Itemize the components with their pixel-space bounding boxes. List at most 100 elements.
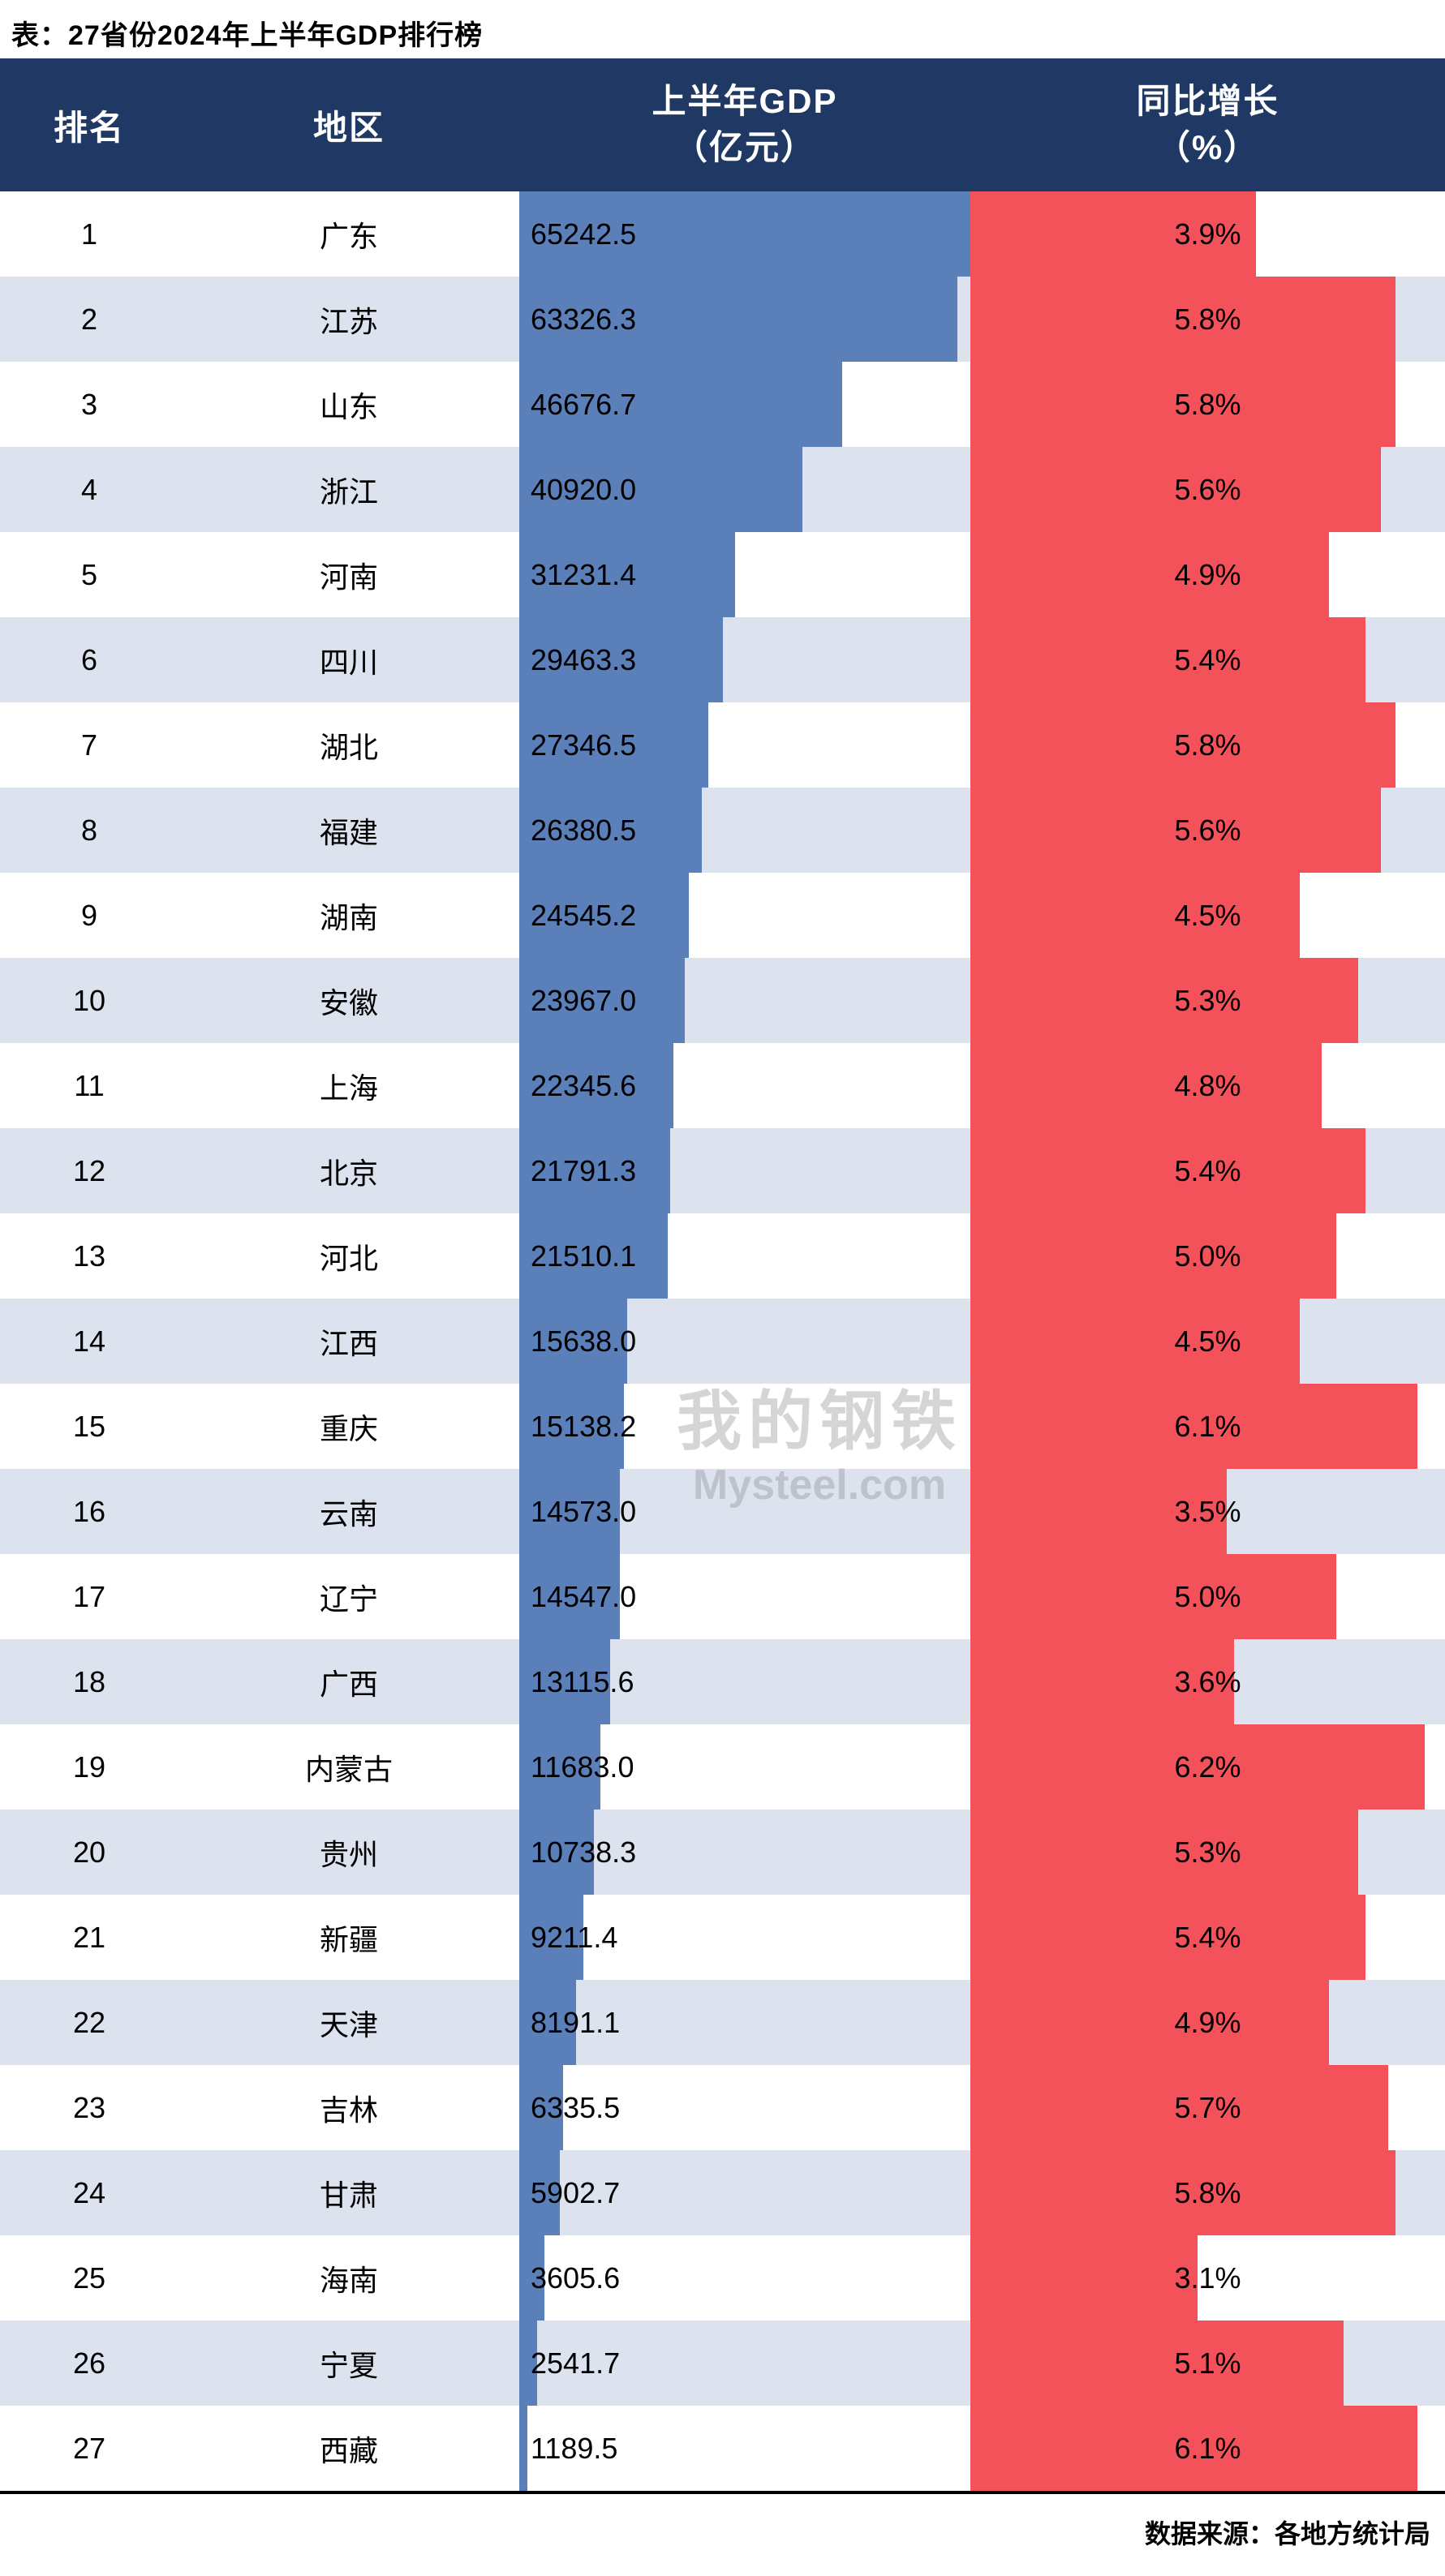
growth-value: 5.4% bbox=[1174, 642, 1241, 676]
rank-cell: 23 bbox=[72, 2090, 106, 2124]
table-row: 12 北京 21791.3 5.4% bbox=[0, 1128, 1445, 1213]
gdp-cell: 46676.7 bbox=[519, 362, 970, 447]
table-row: 17 辽宁 14547.0 5.0% bbox=[0, 1554, 1445, 1639]
growth-bar bbox=[970, 2406, 1417, 2491]
growth-cell: 4.9% bbox=[970, 532, 1445, 617]
gdp-value: 5902.7 bbox=[531, 2175, 621, 2209]
rank-cell: 5 bbox=[80, 557, 98, 591]
gdp-cell: 26380.5 bbox=[519, 788, 970, 873]
growth-value: 3.9% bbox=[1174, 217, 1241, 251]
gdp-cell: 15138.2 bbox=[519, 1384, 970, 1469]
rank-cell: 1 bbox=[80, 217, 98, 251]
gdp-bar bbox=[519, 1554, 620, 1639]
gdp-bar bbox=[519, 1299, 628, 1384]
growth-value: 5.8% bbox=[1174, 302, 1241, 336]
rank-cell: 20 bbox=[72, 1835, 106, 1869]
gdp-value: 65242.5 bbox=[531, 217, 637, 251]
growth-cell: 5.6% bbox=[970, 788, 1445, 873]
growth-value: 6.1% bbox=[1174, 1409, 1241, 1443]
rank-cell: 21 bbox=[72, 1920, 106, 1954]
gdp-value: 40920.0 bbox=[531, 472, 637, 506]
growth-bar bbox=[970, 1128, 1366, 1213]
header-gdp: 上半年GDP （亿元） bbox=[519, 79, 970, 170]
gdp-value: 22345.6 bbox=[531, 1068, 637, 1102]
gdp-bar bbox=[519, 1469, 621, 1554]
growth-bar bbox=[970, 1639, 1235, 1724]
growth-bar bbox=[970, 1980, 1330, 2065]
rank-cell: 4 bbox=[80, 472, 98, 506]
gdp-cell: 40920.0 bbox=[519, 447, 970, 532]
growth-cell: 5.4% bbox=[970, 1895, 1445, 1980]
header-growth-line2: （%） bbox=[1155, 128, 1260, 166]
gdp-bar bbox=[519, 532, 736, 617]
header-growth-line1: 同比增长 bbox=[1136, 82, 1279, 121]
region-cell: 辽宁 bbox=[319, 1582, 378, 1616]
region-cell: 四川 bbox=[319, 645, 378, 679]
growth-value: 4.8% bbox=[1174, 1068, 1241, 1102]
gdp-cell: 15638.0 bbox=[519, 1299, 970, 1384]
growth-cell: 5.8% bbox=[970, 702, 1445, 788]
gdp-cell: 14547.0 bbox=[519, 1554, 970, 1639]
growth-value: 4.5% bbox=[1174, 898, 1241, 932]
gdp-bar bbox=[519, 2150, 561, 2235]
gdp-bar bbox=[519, 277, 957, 362]
rank-cell: 13 bbox=[72, 1239, 106, 1273]
growth-value: 6.1% bbox=[1174, 2431, 1241, 2465]
growth-value: 4.5% bbox=[1174, 1324, 1241, 1358]
gdp-value: 29463.3 bbox=[531, 642, 637, 676]
growth-bar bbox=[970, 2321, 1344, 2406]
growth-cell: 5.6% bbox=[970, 447, 1445, 532]
growth-bar bbox=[970, 1724, 1425, 1810]
rank-cell: 26 bbox=[72, 2346, 106, 2380]
growth-cell: 3.1% bbox=[970, 2235, 1445, 2321]
region-cell: 湖北 bbox=[319, 730, 378, 764]
gdp-bar bbox=[519, 702, 709, 788]
gdp-value: 23967.0 bbox=[531, 983, 637, 1017]
gdp-value: 46676.7 bbox=[531, 387, 637, 421]
region-cell: 山东 bbox=[319, 389, 378, 423]
gdp-cell: 9211.4 bbox=[519, 1895, 970, 1980]
gdp-cell: 65242.5 bbox=[519, 191, 970, 277]
gdp-value: 24545.2 bbox=[531, 898, 637, 932]
rank-cell: 2 bbox=[80, 302, 98, 336]
growth-value: 5.8% bbox=[1174, 728, 1241, 762]
table-row: 13 河北 21510.1 5.0% bbox=[0, 1213, 1445, 1299]
growth-value: 5.6% bbox=[1174, 813, 1241, 847]
rank-cell: 27 bbox=[72, 2431, 106, 2465]
growth-bar bbox=[970, 958, 1359, 1043]
region-cell: 贵州 bbox=[319, 1837, 378, 1871]
gdp-cell: 14573.0 bbox=[519, 1469, 970, 1554]
gdp-value: 15138.2 bbox=[531, 1409, 637, 1443]
gdp-value: 3605.6 bbox=[531, 2260, 621, 2295]
gdp-value: 21791.3 bbox=[531, 1153, 637, 1187]
growth-cell: 5.3% bbox=[970, 1810, 1445, 1895]
table-row: 18 广西 13115.6 3.6% bbox=[0, 1639, 1445, 1724]
gdp-cell: 13115.6 bbox=[519, 1639, 970, 1724]
rank-cell: 18 bbox=[72, 1664, 106, 1698]
region-cell: 河北 bbox=[319, 1241, 378, 1275]
gdp-bar bbox=[519, 617, 724, 702]
rank-cell: 3 bbox=[80, 387, 98, 421]
region-cell: 浙江 bbox=[319, 474, 378, 509]
table-body: 1 广东 65242.5 3.9% 2 江苏 63326.3 5.8% 3 山东… bbox=[0, 191, 1445, 2491]
growth-value: 5.8% bbox=[1174, 387, 1241, 421]
gdp-bar bbox=[519, 1639, 610, 1724]
gdp-value: 2541.7 bbox=[531, 2346, 621, 2380]
growth-bar bbox=[970, 617, 1366, 702]
rank-cell: 19 bbox=[72, 1750, 106, 1784]
gdp-bar bbox=[519, 1384, 624, 1469]
rank-cell: 17 bbox=[72, 1579, 106, 1613]
header-gdp-line1: 上半年GDP bbox=[652, 82, 838, 121]
header-growth: 同比增长 （%） bbox=[970, 79, 1445, 170]
region-cell: 新疆 bbox=[319, 1922, 378, 1956]
growth-bar bbox=[970, 788, 1381, 873]
gdp-bar bbox=[519, 2235, 544, 2321]
growth-value: 5.0% bbox=[1174, 1239, 1241, 1273]
growth-cell: 5.0% bbox=[970, 1554, 1445, 1639]
growth-bar bbox=[970, 2065, 1388, 2150]
table-row: 9 湖南 24545.2 4.5% bbox=[0, 873, 1445, 958]
gdp-cell: 2541.7 bbox=[519, 2321, 970, 2406]
rank-cell: 25 bbox=[72, 2260, 106, 2295]
region-cell: 安徽 bbox=[319, 985, 378, 1020]
